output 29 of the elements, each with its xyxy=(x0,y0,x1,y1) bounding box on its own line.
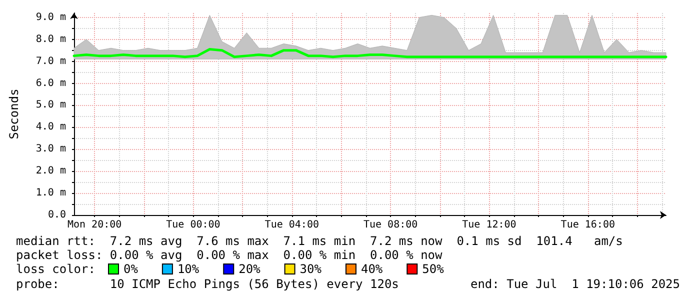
y-tick-label: 0.0 xyxy=(48,210,66,220)
legend-label: 10% xyxy=(177,262,200,276)
y-tick-label: 3.0 m xyxy=(36,144,66,155)
x-tick-label: Tue 12:00 xyxy=(462,220,516,230)
y-tick-label: 8.0 m xyxy=(36,34,66,45)
x-tick-label: Tue 04:00 xyxy=(264,220,319,230)
x-tick-label: Tue 00:00 xyxy=(166,220,220,230)
y-tick-label: 2.0 m xyxy=(36,166,66,177)
x-tick-label: Tue 08:00 xyxy=(363,220,418,230)
y-tick-label: 7.0 m xyxy=(36,56,66,67)
y-tick-label: 1.0 m xyxy=(36,188,66,199)
legend-title: loss color: xyxy=(16,262,96,276)
legend-label: 20% xyxy=(238,262,262,276)
text: probe: 10 ICMP Echo Pings (56 Bytes) every 120s xyxy=(16,277,399,291)
y-tick-label: 6.0 m xyxy=(36,78,66,89)
legend-label: 30% xyxy=(300,262,322,276)
x-tick-label: Mon 20:00 xyxy=(67,220,122,230)
line-series xyxy=(72,48,668,58)
x-tick-label: Tue 16:00 xyxy=(560,220,615,230)
legend-label: 50% xyxy=(422,262,445,276)
legend-label: 40% xyxy=(360,262,384,276)
legend-label: 0% xyxy=(124,262,139,276)
y-tick-label: 5.0 m xyxy=(36,100,66,111)
text: end: Tue Jul 1 19:10:06 2025 xyxy=(470,277,680,291)
text: median rtt: 7.2 ms avg 7.6 ms max 7.1 ms min 7.2 ms now 0.1 ms sd 101.4 am/s xyxy=(16,234,623,248)
text: packet loss: 0.00 % avg 0.00 % max 0.00 % min 0.00 % now xyxy=(16,248,444,262)
y-axis-title: Seconds xyxy=(7,88,21,140)
y-tick-label: 4.0 m xyxy=(36,122,66,133)
y-tick-label: 9.0 m xyxy=(36,12,66,23)
